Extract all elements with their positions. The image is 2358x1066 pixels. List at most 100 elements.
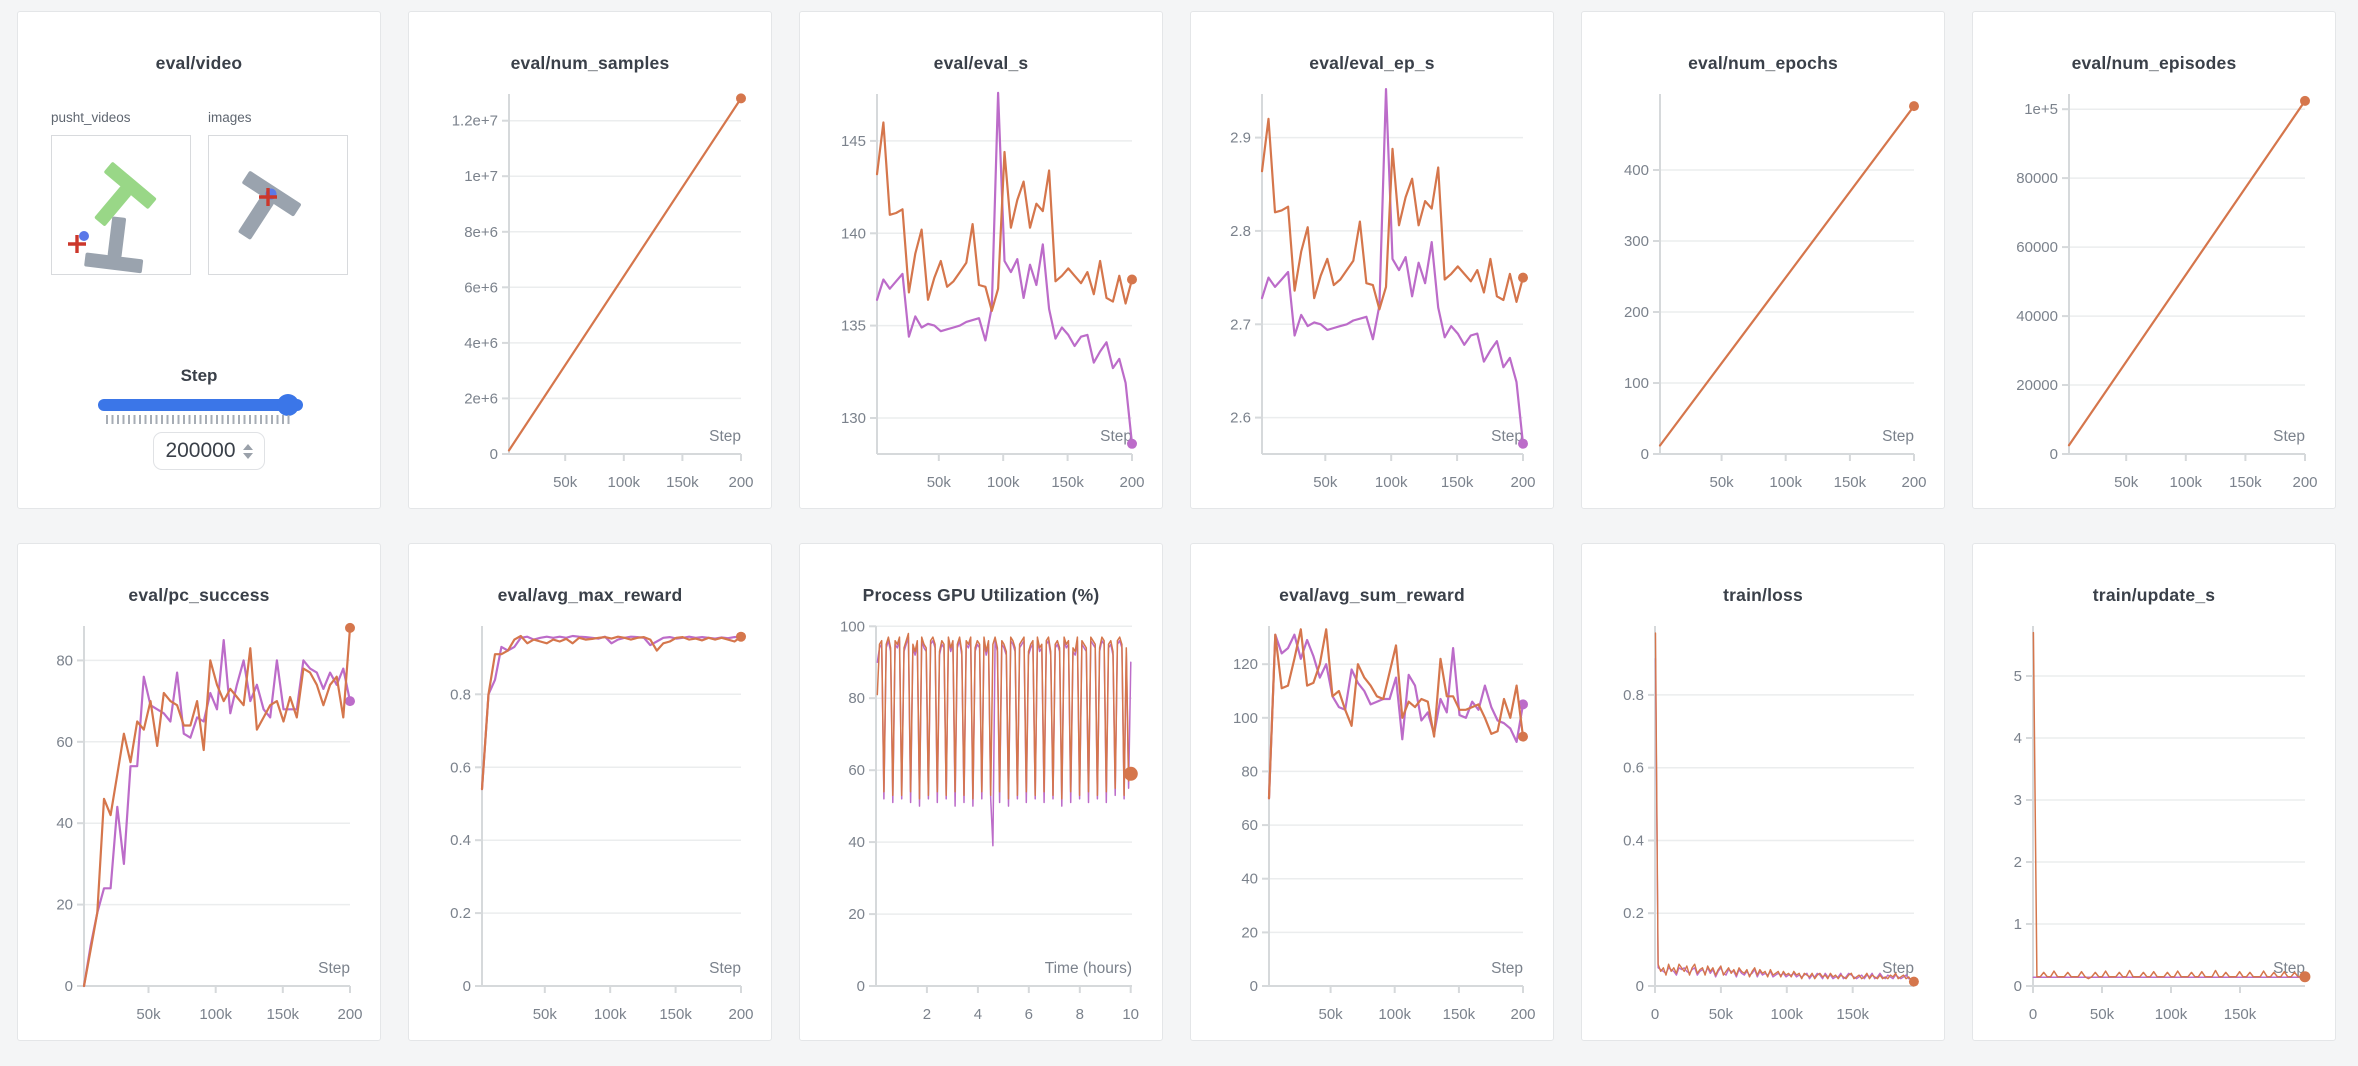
svg-text:1e+7: 1e+7	[464, 168, 498, 185]
svg-text:2: 2	[2014, 854, 2022, 871]
panel-title-eval-video: eval/video	[155, 53, 243, 73]
svg-text:0.2: 0.2	[1623, 905, 1644, 922]
chart-panel-eval_ep_s[interactable]: eval/eval_ep_s 2.6 2.7 2.8 2.9 50k 100k 150k 200…	[1190, 11, 1554, 509]
svg-text:100k: 100k	[1769, 474, 1802, 491]
video-thumbnail-pusht-videos[interactable]	[51, 135, 191, 275]
svg-text:200: 200	[1624, 304, 1649, 321]
chart-panel-num_episodes[interactable]: eval/num_episodes 0 20000 40000 60000 80000 1e…	[1972, 11, 2336, 509]
step-input[interactable]: 200000	[153, 432, 265, 470]
svg-text:0: 0	[463, 978, 471, 995]
chart-panel-train_loss[interactable]: train/loss 0 0.2 0.4 0.6 0.8 0 50k 100k 150k Step	[1581, 543, 1945, 1041]
chart-title-eval_s: eval/eval_s	[933, 53, 1029, 73]
chart-canvas-avg_max_reward[interactable]: 0 0.2 0.4 0.6 0.8 50k 100k 150k 200 Step	[409, 608, 771, 1039]
svg-text:6: 6	[1025, 1006, 1033, 1023]
chart-panel-pc_success[interactable]: eval/pc_success 0 20 40 60 80 50k 100k 150k 200 St…	[17, 543, 381, 1041]
svg-text:Step: Step	[1491, 960, 1523, 977]
svg-text:150k: 150k	[666, 474, 699, 491]
svg-text:40: 40	[848, 834, 865, 851]
chart-title-avg_max_reward: eval/avg_max_reward	[497, 585, 683, 605]
svg-text:145: 145	[841, 133, 866, 150]
svg-text:Step: Step	[2273, 960, 2305, 977]
svg-text:100k: 100k	[608, 474, 641, 491]
svg-text:130: 130	[841, 410, 866, 427]
svg-text:0.6: 0.6	[450, 759, 471, 776]
chart-panel-num_samples[interactable]: eval/num_samples 0 2e+6 4e+6 6e+6 8e+6 1e+7 1.2…	[408, 11, 772, 509]
svg-text:120: 120	[1233, 656, 1258, 673]
chart-canvas-train_update_s[interactable]: 0 1 2 3 4 5 0 50k 100k 150k Step	[1973, 608, 2335, 1039]
chart-title-num_samples: eval/num_samples	[510, 53, 670, 73]
chart-title-train_loss: train/loss	[1723, 585, 1803, 605]
svg-text:200: 200	[1510, 474, 1535, 491]
chart-canvas-avg_sum_reward[interactable]: 0 20 40 60 80 100 120 50k 100k 150k 200 Step	[1191, 608, 1553, 1039]
chart-canvas-num_episodes[interactable]: 0 20000 40000 60000 80000 1e+5 50k 100k 150k 200 S…	[1973, 76, 2335, 507]
svg-text:Time (hours): Time (hours)	[1045, 960, 1132, 977]
svg-text:100: 100	[840, 618, 865, 635]
svg-text:200: 200	[1510, 1006, 1535, 1023]
svg-text:50k: 50k	[553, 474, 578, 491]
chart-canvas-train_loss[interactable]: 0 0.2 0.4 0.6 0.8 0 50k 100k 150k Step	[1582, 608, 1944, 1039]
svg-text:0: 0	[490, 446, 498, 463]
svg-text:2: 2	[923, 1006, 931, 1023]
step-slider[interactable]	[98, 399, 303, 411]
svg-text:Step: Step	[1882, 428, 1914, 445]
spinner-down-icon[interactable]	[242, 452, 253, 459]
chart-canvas-num_epochs[interactable]: 0 100 200 300 400 50k 100k 150k 200 Step	[1582, 76, 1944, 507]
chart-canvas-gpu_util[interactable]: 0 20 40 60 80 100 2 4 6 8 10 Time (hours)	[800, 608, 1162, 1039]
svg-text:50k: 50k	[1313, 474, 1338, 491]
svg-text:150k: 150k	[2229, 474, 2262, 491]
svg-text:0.2: 0.2	[450, 905, 471, 922]
svg-text:40: 40	[1241, 871, 1258, 888]
chart-panel-avg_sum_reward[interactable]: eval/avg_sum_reward 0 20 40 60 80 100 120 50k 100…	[1190, 543, 1554, 1041]
chart-panel-train_update_s[interactable]: train/update_s 0 1 2 3 4 5 0 50k 100k 150k Step	[1972, 543, 2336, 1041]
svg-text:150k: 150k	[1441, 474, 1474, 491]
svg-text:80: 80	[56, 652, 73, 669]
svg-text:Step: Step	[1882, 960, 1914, 977]
step-input-spinner	[242, 443, 253, 459]
svg-text:0.6: 0.6	[1623, 760, 1644, 777]
chart-title-avg_sum_reward: eval/avg_sum_reward	[1279, 585, 1465, 605]
svg-text:8: 8	[1076, 1006, 1084, 1023]
svg-text:300: 300	[1624, 233, 1649, 250]
svg-text:50k: 50k	[1319, 1006, 1344, 1023]
chart-canvas-pc_success[interactable]: 0 20 40 60 80 50k 100k 150k 200 Step	[18, 608, 380, 1039]
svg-text:100k: 100k	[2155, 1006, 2188, 1023]
svg-text:200: 200	[337, 1006, 362, 1023]
chart-title-gpu_util: Process GPU Utilization (%)	[862, 585, 1100, 605]
svg-text:2.8: 2.8	[1230, 223, 1251, 240]
svg-text:50k: 50k	[2114, 474, 2139, 491]
svg-text:Step: Step	[318, 960, 350, 977]
svg-text:6e+6: 6e+6	[464, 279, 498, 296]
svg-text:4: 4	[2014, 730, 2022, 747]
svg-text:0: 0	[1636, 978, 1644, 995]
chart-title-pc_success: eval/pc_success	[128, 585, 270, 605]
chart-canvas-num_samples[interactable]: 0 2e+6 4e+6 6e+6 8e+6 1e+7 1.2e+7 50k 100k 150k 20…	[409, 76, 771, 507]
step-slider-knob[interactable]	[277, 394, 299, 416]
chart-canvas-eval_ep_s[interactable]: 2.6 2.7 2.8 2.9 50k 100k 150k 200 Step	[1191, 76, 1553, 507]
chart-panel-avg_max_reward[interactable]: eval/avg_max_reward 0 0.2 0.4 0.6 0.8 50k 100k 1…	[408, 543, 772, 1041]
chart-panel-eval_s[interactable]: eval/eval_s 130 135 140 145 50k 100k 150k 200 Ste…	[799, 11, 1163, 509]
svg-text:50k: 50k	[533, 1006, 558, 1023]
svg-text:150k: 150k	[1051, 474, 1084, 491]
svg-text:100k: 100k	[987, 474, 1020, 491]
svg-text:0: 0	[1651, 1006, 1659, 1023]
svg-text:150k: 150k	[659, 1006, 692, 1023]
svg-text:140: 140	[841, 225, 866, 242]
chart-canvas-eval_s[interactable]: 130 135 140 145 50k 100k 150k 200 Step	[800, 76, 1162, 507]
step-input-value: 200000	[165, 439, 236, 462]
chart-panel-gpu_util[interactable]: Process GPU Utilization (%) 0 20 40 60 80 100 2…	[799, 543, 1163, 1041]
svg-text:0: 0	[2050, 446, 2058, 463]
svg-text:40000: 40000	[2016, 308, 2058, 325]
svg-text:20: 20	[1241, 924, 1258, 941]
svg-text:60000: 60000	[2016, 239, 2058, 256]
panel-eval-video[interactable]: eval/video pusht_videos images	[17, 11, 381, 509]
svg-text:100k: 100k	[1375, 474, 1408, 491]
svg-text:Step: Step	[1100, 428, 1132, 445]
svg-text:0.8: 0.8	[450, 686, 471, 703]
svg-text:150k: 150k	[2224, 1006, 2257, 1023]
svg-text:100: 100	[1624, 375, 1649, 392]
image-thumbnail-images[interactable]	[208, 135, 348, 275]
svg-text:80: 80	[1241, 763, 1258, 780]
spinner-up-icon[interactable]	[242, 443, 253, 450]
chart-panel-num_epochs[interactable]: eval/num_epochs 0 100 200 300 400 50k 100k 150k 2…	[1581, 11, 1945, 509]
